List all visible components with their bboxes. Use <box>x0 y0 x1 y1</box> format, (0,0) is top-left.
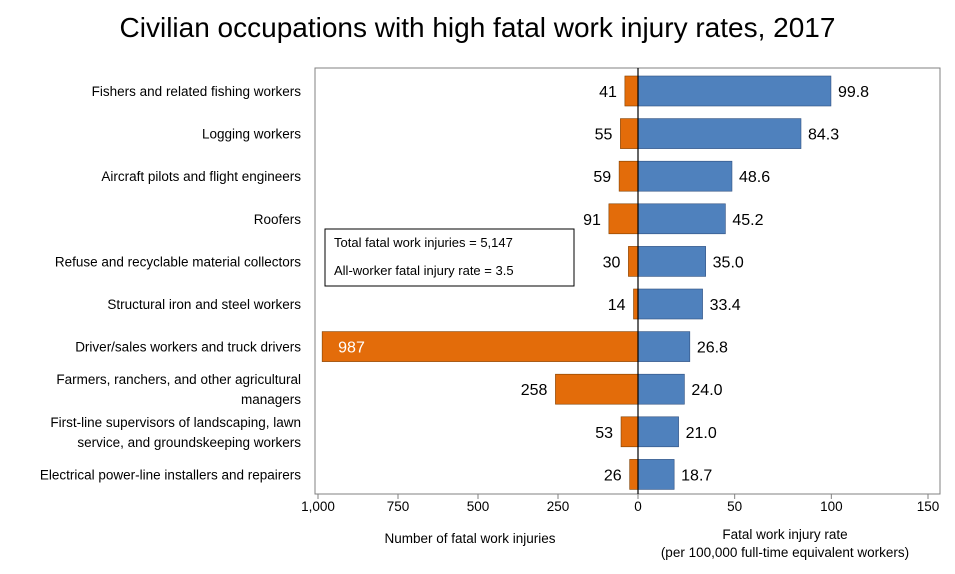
left-tick-label: 750 <box>387 499 410 514</box>
injuries-value-label: 987 <box>338 340 365 357</box>
injuries-bar <box>628 246 639 277</box>
category-label: Refuse and recyclable material collector… <box>55 254 301 269</box>
right-axis-title: Fatal work injury rate <box>722 527 847 542</box>
note-box-frame <box>324 228 575 287</box>
category-label: service, and groundskeeping workers <box>77 435 301 450</box>
rate-value-label: 24.0 <box>691 382 722 399</box>
right-tick-label: 0 <box>634 499 642 514</box>
rate-value-label: 99.8 <box>838 84 869 101</box>
rate-value-label: 35.0 <box>713 254 744 271</box>
category-labels-group: Fishers and related fishing workers Loggi… <box>40 84 301 482</box>
injuries-bar <box>633 288 639 320</box>
rate-value-label: 33.4 <box>710 297 741 314</box>
note-box: Total fatal work injuries = 5,147 All-wo… <box>324 228 575 287</box>
left-tick-label: 1,000 <box>301 499 335 514</box>
category-label: Farmers, ranchers, and other agricultura… <box>56 372 301 387</box>
bars-group <box>321 75 832 490</box>
injuries-value-label: 30 <box>603 254 621 271</box>
injuries-value-label: 258 <box>521 382 548 399</box>
right-tick-label: 100 <box>820 499 843 514</box>
rate-bar <box>637 416 679 448</box>
category-label: Aircraft pilots and flight engineers <box>101 169 301 184</box>
rate-bar <box>637 373 685 405</box>
injuries-bar <box>321 331 639 362</box>
injuries-value-label: 26 <box>604 467 622 484</box>
category-label: managers <box>241 392 301 407</box>
injuries-bar <box>618 160 639 192</box>
injuries-value-label: 53 <box>595 425 613 442</box>
injuries-bar <box>620 416 639 448</box>
rate-value-label: 45.2 <box>732 212 763 229</box>
note-fatal-rate: All-worker fatal injury rate = 3.5 <box>334 263 514 278</box>
rate-bar <box>637 118 802 149</box>
category-label: Fishers and related fishing workers <box>92 84 302 99</box>
rate-bar <box>637 160 733 192</box>
rate-bar <box>637 331 691 362</box>
right-tick-label: 150 <box>917 499 940 514</box>
axis-ticks-group: 1,000 750 500 250 0 50 100 150 <box>301 494 939 514</box>
value-labels-group: 41 99.8 55 84.3 59 48.6 91 45.2 30 35.0 14 33.4 987 2… <box>338 84 869 484</box>
rate-value-label: 84.3 <box>808 127 839 144</box>
category-label: First-line supervisors of landscaping, l… <box>50 415 301 430</box>
right-tick-label: 50 <box>727 499 742 514</box>
note-total-injuries: Total fatal work injuries = 5,147 <box>334 235 513 250</box>
chart-title: Civilian occupations with high fatal wor… <box>119 12 836 43</box>
rate-bar <box>637 459 675 490</box>
category-label: Driver/sales workers and truck drivers <box>75 340 301 355</box>
injuries-value-label: 41 <box>599 84 617 101</box>
injuries-value-label: 59 <box>593 169 611 186</box>
axis-labels-group: Number of fatal work injuries Fatal work … <box>384 527 909 560</box>
rate-value-label: 48.6 <box>739 169 770 186</box>
left-axis-title: Number of fatal work injuries <box>384 531 555 546</box>
right-axis-title: (per 100,000 full-time equivalent worker… <box>661 545 909 560</box>
injuries-bar <box>608 203 639 235</box>
rate-value-label: 18.7 <box>681 467 712 484</box>
category-label: Electrical power-line installers and rep… <box>40 467 301 482</box>
injuries-bar <box>624 75 639 107</box>
rate-value-label: 26.8 <box>697 340 728 357</box>
injuries-bar <box>620 118 639 149</box>
left-tick-label: 250 <box>547 499 570 514</box>
category-label: Logging workers <box>202 127 301 142</box>
rate-value-label: 21.0 <box>686 425 717 442</box>
injuries-bar <box>629 459 639 490</box>
rate-bar <box>637 203 726 235</box>
injuries-value-label: 55 <box>595 127 613 144</box>
category-label: Structural iron and steel workers <box>107 297 301 312</box>
injuries-bar <box>555 373 639 405</box>
rate-bar <box>637 246 706 277</box>
injuries-value-label: 14 <box>608 297 626 314</box>
rate-bar <box>637 75 832 107</box>
left-tick-label: 500 <box>467 499 490 514</box>
injuries-value-label: 91 <box>583 212 601 229</box>
plot-frame <box>314 67 941 495</box>
category-label: Roofers <box>254 212 302 227</box>
rate-bar <box>637 288 703 320</box>
